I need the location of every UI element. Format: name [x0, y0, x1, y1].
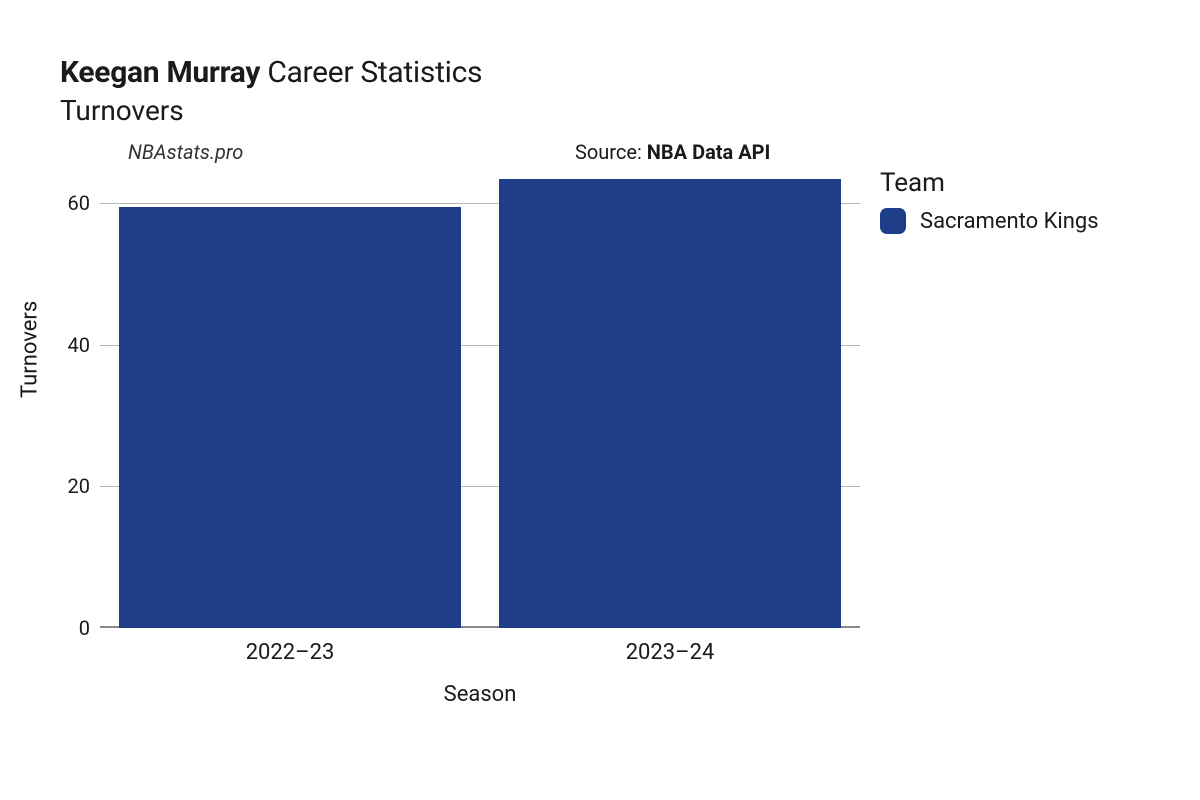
- chart-plot-area: 02040602022–232023–24: [100, 168, 860, 628]
- chart-title: Keegan Murray Career Statistics: [60, 55, 1160, 90]
- watermark-text: NBAstats.pro: [128, 140, 243, 164]
- x-axis-title: Season: [100, 682, 860, 707]
- legend-swatch: [880, 208, 906, 234]
- source-name: NBA Data API: [647, 140, 771, 164]
- x-tick-label: 2023–24: [626, 640, 715, 665]
- y-tick-label: 0: [50, 616, 90, 640]
- legend-title: Team: [880, 168, 1099, 198]
- legend: Team Sacramento Kings: [880, 168, 1099, 234]
- chart-subtitle: Turnovers: [60, 94, 1160, 127]
- y-tick-label: 40: [50, 333, 90, 357]
- y-axis-title: Turnovers: [18, 301, 43, 398]
- y-tick-label: 60: [50, 191, 90, 215]
- source-prefix: Source:: [575, 140, 647, 164]
- bar: [119, 207, 461, 628]
- player-name: Keegan Murray: [60, 55, 260, 90]
- y-tick-label: 20: [50, 474, 90, 498]
- legend-item: Sacramento Kings: [880, 208, 1099, 234]
- title-suffix: Career Statistics: [267, 55, 482, 90]
- x-tick-label: 2022–23: [246, 640, 335, 665]
- chart-header: Keegan Murray Career Statistics Turnover…: [60, 55, 1160, 127]
- source-credit: Source: NBA Data API: [575, 140, 770, 164]
- legend-label: Sacramento Kings: [920, 209, 1099, 234]
- bar: [499, 179, 841, 628]
